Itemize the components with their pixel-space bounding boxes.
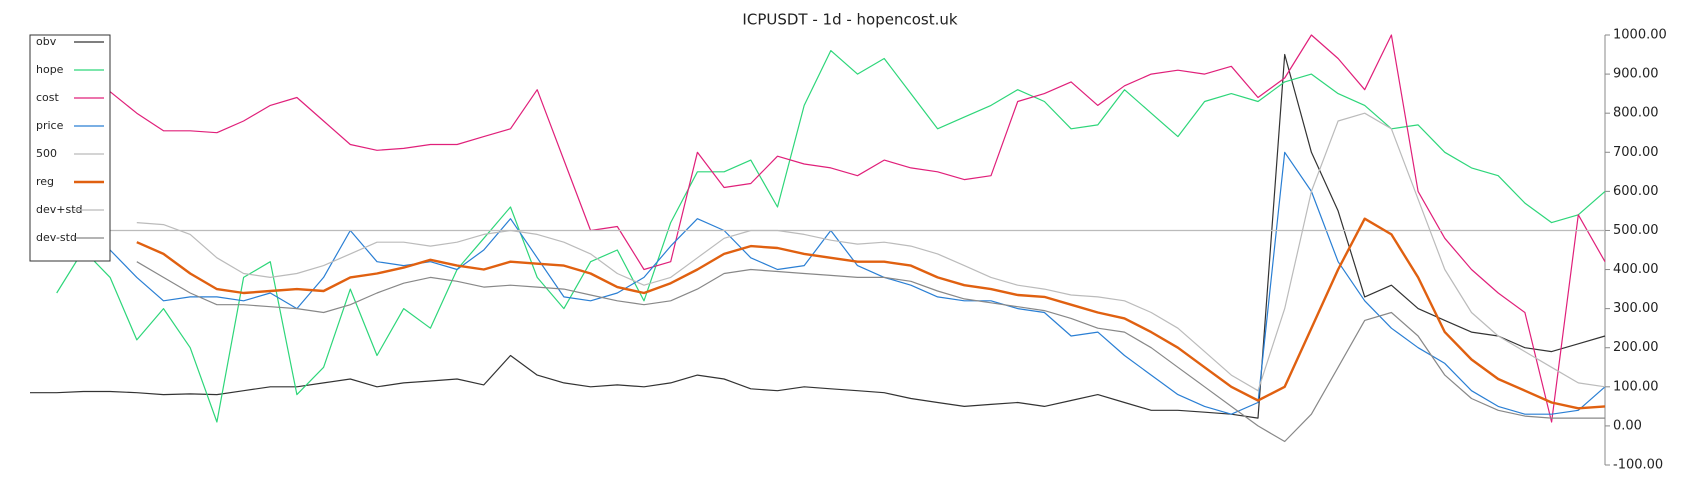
- legend-label: obv: [36, 35, 57, 48]
- series-line: [136, 217, 1606, 410]
- y-tick-label: -100.00: [1613, 458, 1663, 473]
- legend-label: 500: [36, 147, 57, 160]
- y-tick-label: 300.00: [1613, 301, 1659, 316]
- legend-label: dev-std: [36, 231, 77, 244]
- series-line: [136, 112, 1606, 392]
- legend-label: dev+std: [36, 203, 83, 216]
- legend-label: price: [36, 119, 64, 132]
- series-line: [109, 151, 1606, 415]
- series-line: [136, 261, 1605, 443]
- y-tick-label: 0.00: [1613, 418, 1642, 433]
- y-tick-label: 100.00: [1613, 379, 1659, 394]
- series-line: [30, 53, 1606, 419]
- y-tick-label: 1000.00: [1613, 28, 1667, 43]
- chart-title: ICPUSDT - 1d - hopencost.uk: [742, 11, 957, 29]
- y-tick-label: 500.00: [1613, 223, 1659, 238]
- legend-label: reg: [36, 175, 54, 188]
- y-tick-label: 700.00: [1613, 145, 1659, 160]
- series-line: [56, 50, 1606, 423]
- y-tick-label: 800.00: [1613, 106, 1659, 121]
- y-tick-label: 400.00: [1613, 262, 1659, 277]
- y-tick-label: 200.00: [1613, 340, 1659, 355]
- y-tick-label: 900.00: [1613, 67, 1659, 82]
- y-tick-label: 600.00: [1613, 184, 1659, 199]
- legend-box: [29, 34, 111, 262]
- series-line: [29, 34, 1606, 423]
- legend-label: hope: [36, 63, 64, 76]
- legend-label: cost: [36, 91, 60, 104]
